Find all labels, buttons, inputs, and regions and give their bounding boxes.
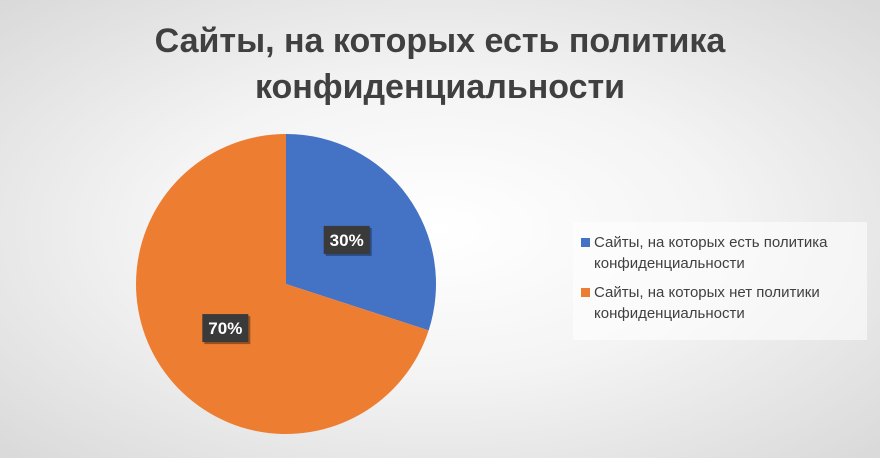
chart-title-line-2: конфиденциальности bbox=[254, 68, 626, 106]
pie-slice-no-policy bbox=[136, 134, 429, 434]
legend-swatch-has-policy bbox=[581, 238, 590, 247]
legend-label-has-policy-line-1: Сайты, на которых есть политика bbox=[594, 234, 828, 251]
legend-label-has-policy-line-2: конфиденциальности bbox=[594, 255, 745, 272]
chart-title: Сайты, на которых есть политика конфиден… bbox=[0, 18, 880, 110]
chart-title-line-1: Сайты, на которых есть политика bbox=[154, 22, 726, 60]
data-label-text: 70% bbox=[208, 319, 242, 338]
data-label-no-policy: 70% bbox=[202, 314, 251, 345]
data-label-box bbox=[202, 314, 249, 343]
legend: Сайты, на которых есть политика конфиден… bbox=[573, 222, 867, 340]
data-label-has-policy: 30% bbox=[323, 225, 372, 256]
data-label-text: 30% bbox=[330, 231, 364, 250]
legend-label-no-policy-line-1: Сайты, на которых нет политики bbox=[594, 284, 820, 301]
legend-entry-no-policy: Сайты, на которых нет политики конфиденц… bbox=[581, 282, 861, 324]
legend-entry-has-policy: Сайты, на которых есть политика конфиден… bbox=[581, 232, 861, 274]
data-label-box bbox=[323, 225, 370, 254]
legend-label-no-policy-line-2: конфиденциальности bbox=[594, 305, 745, 322]
legend-swatch-no-policy bbox=[581, 288, 590, 297]
